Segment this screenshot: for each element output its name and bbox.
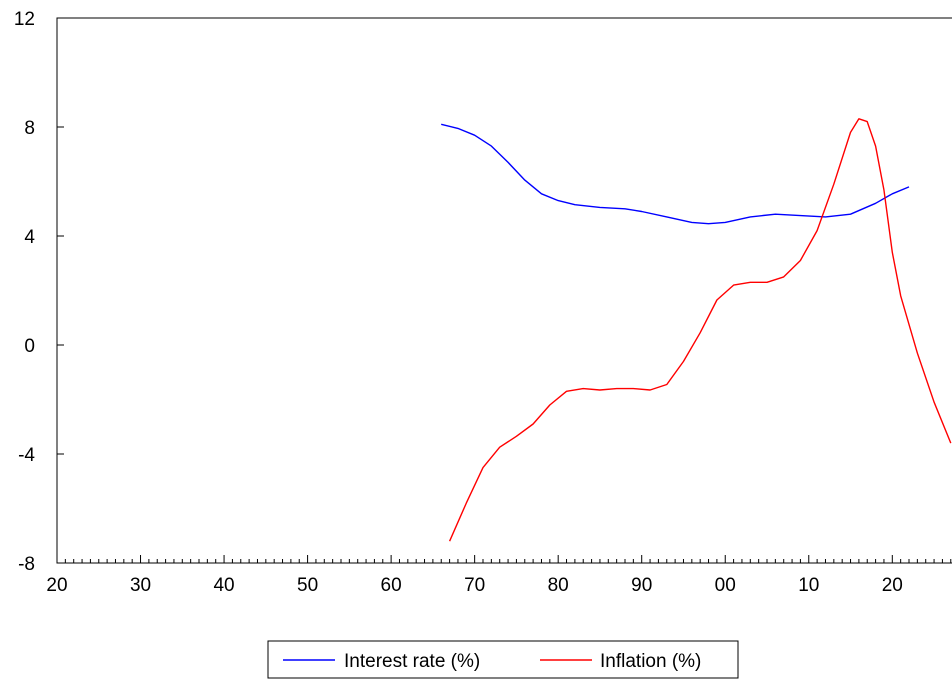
x-tick-label: 70 <box>464 575 485 596</box>
y-tick-label: 0 <box>24 336 35 357</box>
x-tick-label: 60 <box>381 575 402 596</box>
legend-label-1: Inflation (%) <box>600 651 701 672</box>
y-tick-label: -4 <box>18 445 35 466</box>
x-tick-label: 00 <box>715 575 736 596</box>
x-tick-label: 20 <box>46 575 67 596</box>
x-tick-label: 10 <box>798 575 819 596</box>
x-tick-label: 30 <box>130 575 151 596</box>
series-layer <box>441 118 952 542</box>
y-tick-label: 8 <box>24 118 35 139</box>
y-axis: -8 -4 0 4 8 12 <box>14 9 64 575</box>
plot-frame <box>56 17 952 564</box>
series-line-0 <box>441 123 910 225</box>
y-tick-label: 12 <box>14 9 35 30</box>
legend-label-0: Interest rate (%) <box>344 651 480 672</box>
x-axis: 20 30 40 50 60 70 80 90 00 10 20 <box>46 555 952 596</box>
legend: Interest rate (%) Inflation (%) <box>267 640 739 679</box>
x-tick-label: 40 <box>213 575 234 596</box>
x-tick-label: 90 <box>631 575 652 596</box>
x-tick-label: 20 <box>882 575 903 596</box>
legend-box <box>267 640 739 679</box>
x-tick-label: 50 <box>297 575 318 596</box>
series-line-1 <box>448 118 952 542</box>
x-tick-label: 80 <box>548 575 569 596</box>
y-tick-label: -8 <box>18 554 35 575</box>
y-tick-label: 4 <box>24 227 35 248</box>
